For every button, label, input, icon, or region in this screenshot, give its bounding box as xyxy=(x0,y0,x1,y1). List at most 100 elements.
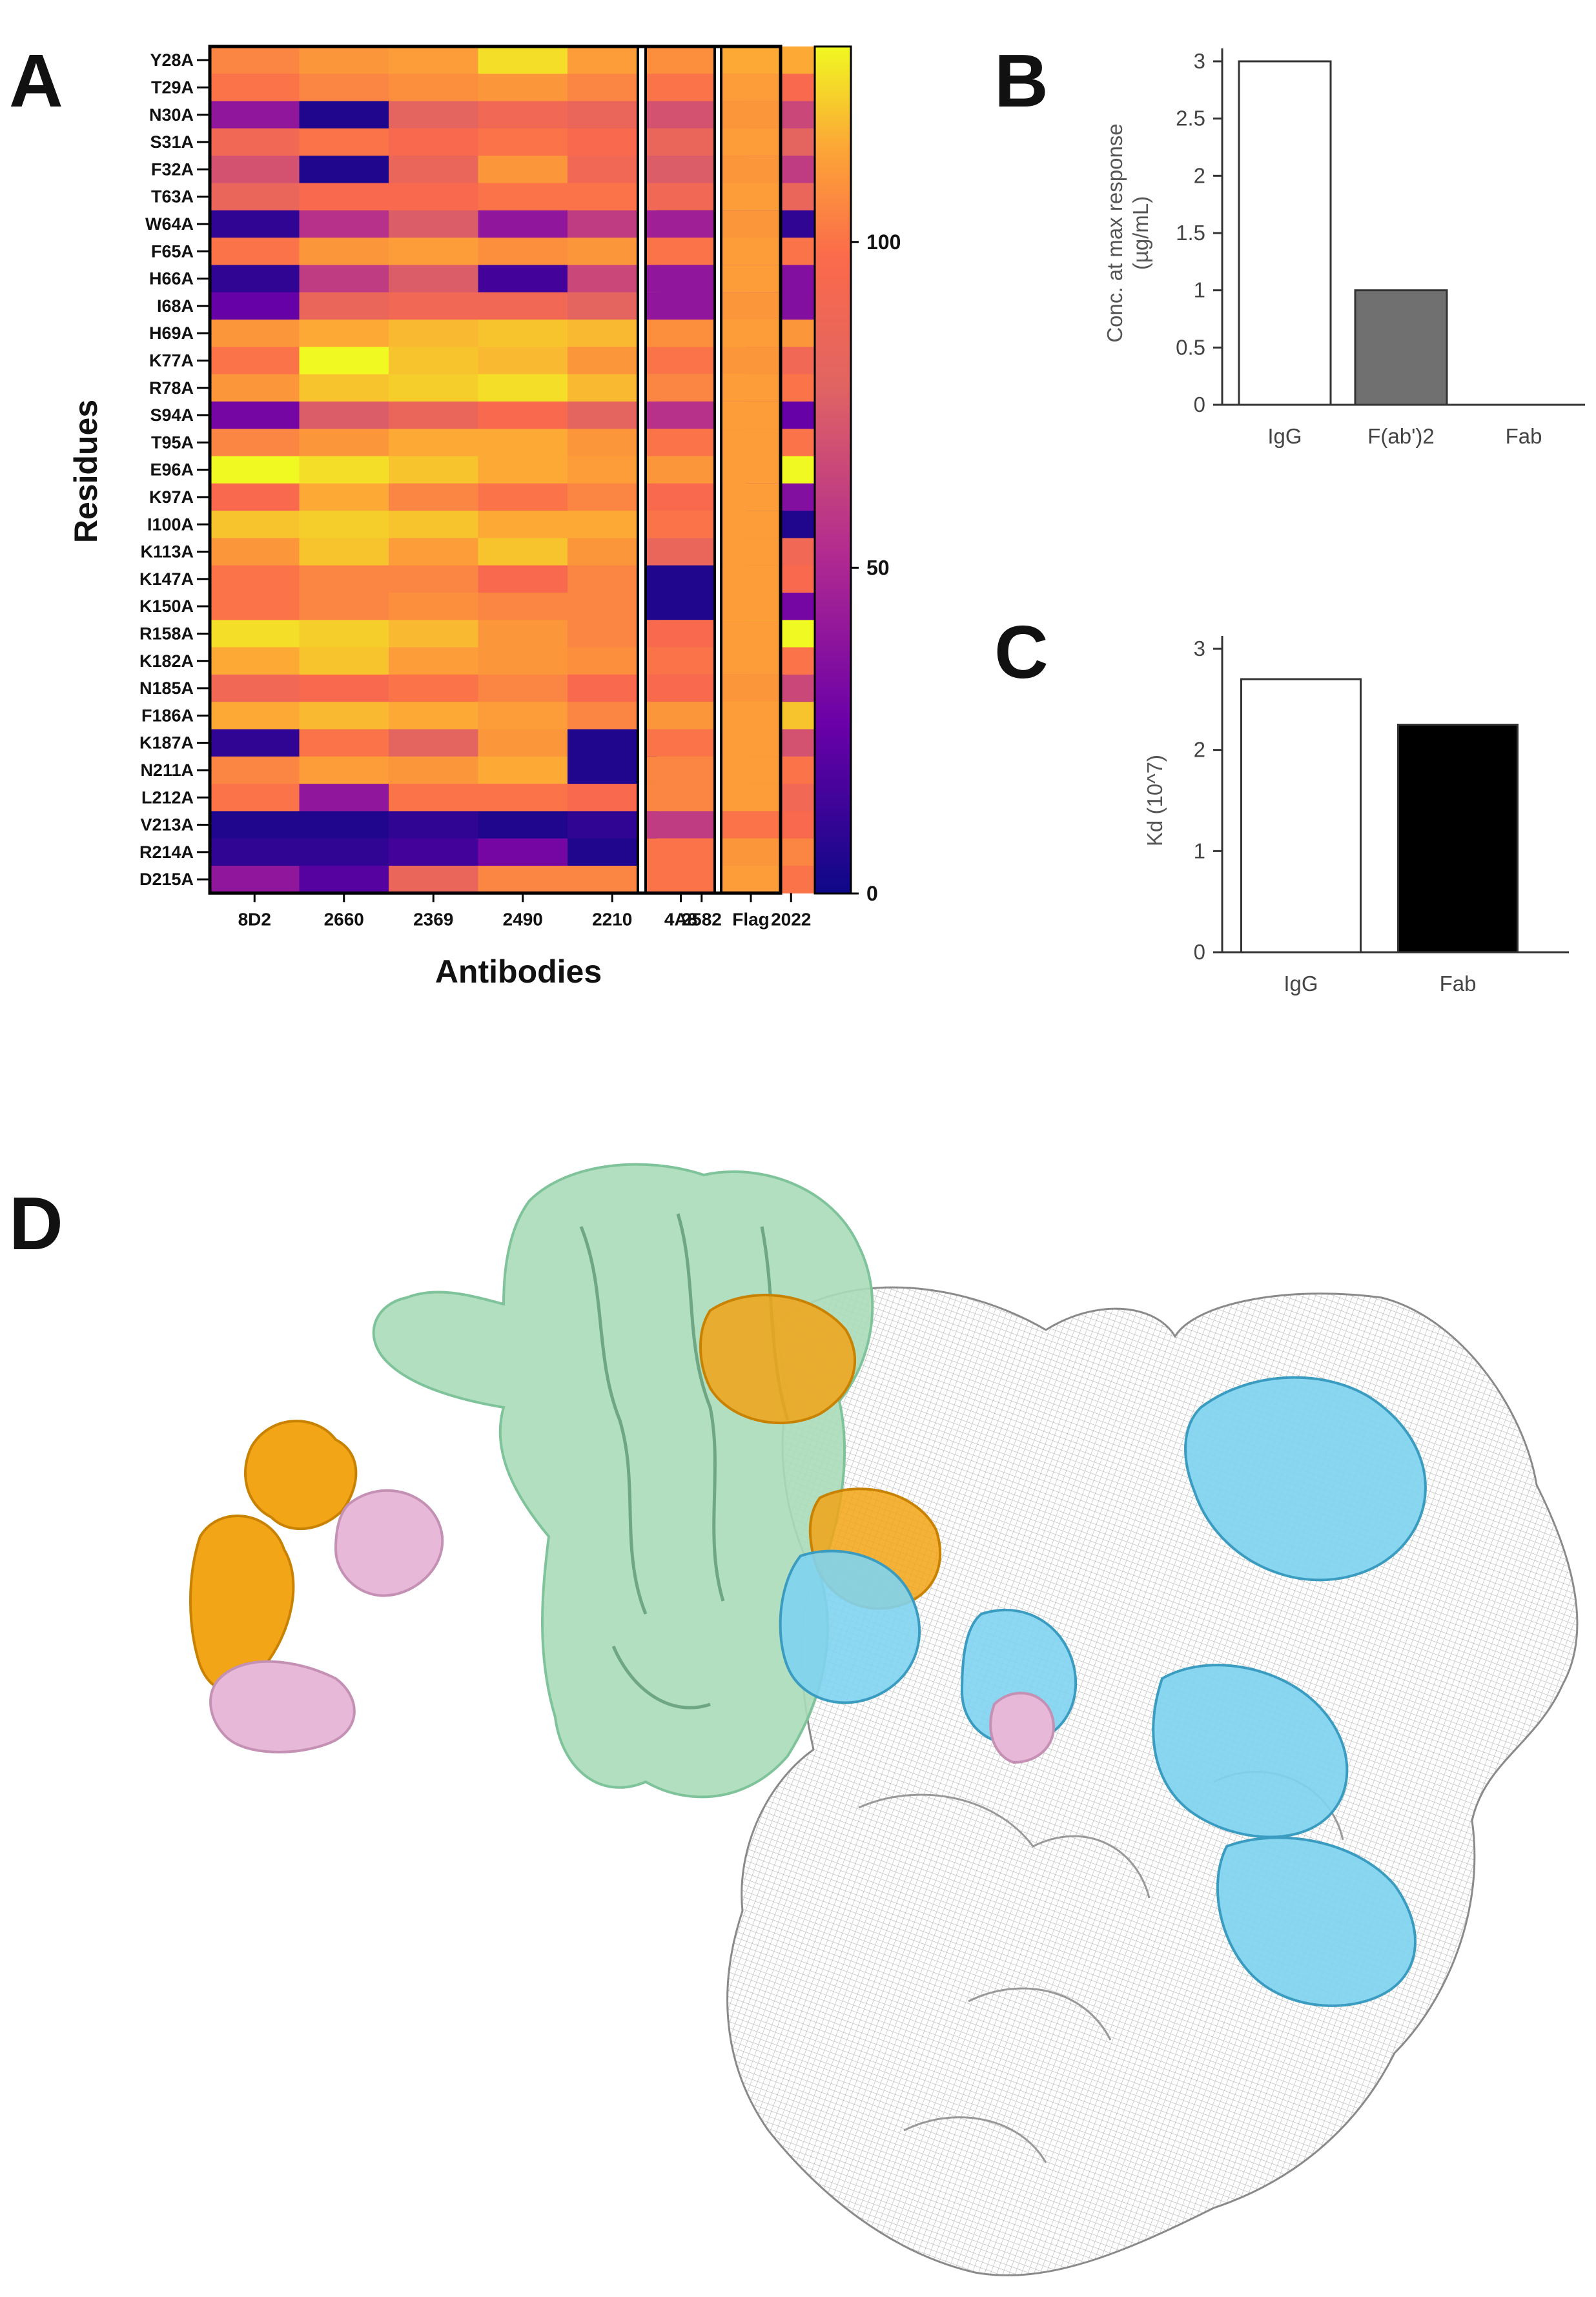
heatmap-cell xyxy=(647,565,715,593)
heatmap-cell xyxy=(478,784,568,812)
residue-label: S31A xyxy=(150,132,194,152)
heatmap-cell xyxy=(299,74,389,102)
heatmap-cell xyxy=(210,593,300,620)
heatmap-cell xyxy=(478,593,568,620)
heatmap-cell xyxy=(721,265,781,293)
heatmap-cell xyxy=(210,265,300,293)
heatmap-cell xyxy=(478,320,568,347)
heatmap-cell xyxy=(210,374,300,402)
heatmap-cell xyxy=(721,183,781,211)
heatmap-cell xyxy=(721,74,781,102)
y-tick-label: 1 xyxy=(1194,278,1205,302)
heatmap-cell xyxy=(210,483,300,511)
heatmap-cell xyxy=(389,565,478,593)
heatmap-cell xyxy=(721,811,781,839)
heatmap-panel: Y28A T29A N30A S31A F32A T63A W64A F65A H66A I68A… xyxy=(139,45,836,929)
heatmap-cell xyxy=(210,866,300,893)
heatmap-cell xyxy=(210,401,300,429)
spike-helices xyxy=(579,1213,790,1710)
heatmap-cell xyxy=(210,702,300,730)
y-tick-label: 0.5 xyxy=(1176,335,1205,359)
heatmap-cell xyxy=(721,838,781,866)
heatmap-cell xyxy=(210,565,300,593)
y-tick-label: 2 xyxy=(1194,163,1205,187)
residue-label: D215A xyxy=(139,870,194,889)
antibody-label: 2022 xyxy=(771,909,811,929)
heatmap-cell xyxy=(210,101,300,129)
heatmap-cell xyxy=(299,128,389,156)
heatmap-cell xyxy=(389,511,478,538)
heatmap-cell xyxy=(389,620,478,648)
residue-label: N30A xyxy=(149,105,194,125)
heatmap-cell xyxy=(478,210,568,238)
panel-label-a: A xyxy=(9,39,63,123)
heatmap-cell xyxy=(299,156,389,184)
residue-label: N211A xyxy=(140,761,194,780)
antibody-cyan-right xyxy=(1152,1376,1427,2007)
antibody-label: 2660 xyxy=(324,909,364,929)
heatmap-cell xyxy=(478,702,568,730)
heatmap-cell xyxy=(647,456,715,484)
heatmap-cell xyxy=(210,292,300,320)
heatmap-cell xyxy=(299,401,389,429)
y-tick-label: 1.5 xyxy=(1176,221,1205,245)
heatmap-cell xyxy=(389,866,478,893)
heatmap-cell xyxy=(478,756,568,784)
y-tick-label: 0 xyxy=(1194,393,1205,416)
residue-label: F32A xyxy=(151,159,194,179)
heatmap-cell xyxy=(478,456,568,484)
heatmap-cell xyxy=(389,729,478,757)
heatmap-cell xyxy=(721,238,781,265)
heatmap-cell xyxy=(647,183,715,211)
density-mesh-contour xyxy=(858,1771,1344,2163)
column-separator xyxy=(715,46,721,893)
residue-label: R214A xyxy=(139,842,194,862)
heatmap-cell xyxy=(647,265,715,293)
heatmap-cell xyxy=(210,128,300,156)
heatmap-cell xyxy=(478,292,568,320)
residue-label: T63A xyxy=(151,187,194,207)
heatmap-cell xyxy=(389,347,478,375)
x-tick-label: IgG xyxy=(1267,424,1302,448)
heatmap-cell xyxy=(647,620,715,648)
heatmap-cell xyxy=(478,565,568,593)
heatmap-cell xyxy=(389,156,478,184)
heatmap-cell xyxy=(299,674,389,702)
heatmap-y-axis-title: Residues xyxy=(68,400,104,543)
heatmap-cell xyxy=(389,456,478,484)
heatmap-cell xyxy=(210,210,300,238)
heatmap-cell xyxy=(647,128,715,156)
antibody-label: 2210 xyxy=(592,909,632,929)
residue-label: W64A xyxy=(145,214,194,234)
y-tick-label: 3 xyxy=(1194,637,1205,660)
heatmap-cell xyxy=(210,729,300,757)
residue-label: K182A xyxy=(139,651,194,671)
antibody-label: 4A8 xyxy=(664,909,697,929)
heatmap-cell xyxy=(478,483,568,511)
heatmap-cell xyxy=(299,347,389,375)
heatmap-cell xyxy=(478,838,568,866)
heatmap-cell xyxy=(299,320,389,347)
heatmap-cell xyxy=(478,46,568,74)
heatmap-cell xyxy=(210,674,300,702)
heatmap-cell xyxy=(210,511,300,538)
heatmap-cell xyxy=(299,483,389,511)
heatmap-cell xyxy=(210,429,300,457)
heatmap-cell xyxy=(478,101,568,129)
bar-chart-c: 0 1 2 3 IgG Fab Kd (10^7) xyxy=(1143,636,1569,995)
heatmap-cell xyxy=(647,46,715,74)
antibody-label: 2490 xyxy=(503,909,543,929)
heatmap-cell xyxy=(647,156,715,184)
heatmap-cell xyxy=(647,511,715,538)
heatmap-cell xyxy=(647,320,715,347)
heatmap-cell xyxy=(647,674,715,702)
heatmap-cell xyxy=(299,429,389,457)
heatmap-cell xyxy=(299,101,389,129)
heatmap-cell xyxy=(478,620,568,648)
heatmap-cell xyxy=(647,347,715,375)
residue-label: L212A xyxy=(141,788,194,807)
heatmap-cell xyxy=(210,238,300,265)
heatmap-cell xyxy=(721,756,781,784)
heatmap-cell xyxy=(647,101,715,129)
